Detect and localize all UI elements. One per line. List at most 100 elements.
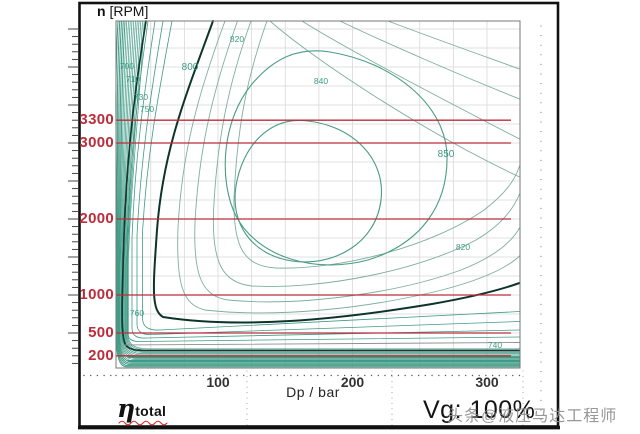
minor-tick-dot [246,408,248,410]
minor-tick-dot [246,381,248,383]
right-tick-dot [540,361,542,363]
contour-value-label: 760 [130,308,144,318]
contour-value-label: 750 [140,104,154,114]
y-axis-red-label-2000: 2000 [79,210,114,227]
right-tick-dot [540,35,542,37]
right-tick-dot [540,246,542,248]
contour-value-label: 840 [314,76,328,86]
x-axis-tick-dot [155,374,158,377]
right-tick-dot [540,284,542,286]
x-axis-tick-dot [135,374,137,377]
x-axis-tick-dot [310,374,312,377]
y-axis-symbol: n [97,3,106,19]
x-axis-tick-dot [323,374,326,377]
x-axis-tick-dot [269,374,272,377]
right-tick-dot [540,169,542,171]
efficiency-legend: ηtotal [117,394,166,423]
minor-tick-dot [391,375,393,377]
contour-value-label: 730 [134,92,148,102]
contour-line-low [118,20,520,364]
right-tick-dot [540,409,542,411]
minor-tick-dot [522,381,524,383]
eta-symbol: η [117,394,136,423]
x-axis-tick-dot [243,374,245,377]
minor-tick-dot [522,413,524,415]
x-axis-tick-dot [370,374,373,377]
right-tick-dot [540,44,542,46]
minor-tick-dot [522,370,524,372]
right-tick-dot [540,25,542,27]
minor-tick-dot [246,402,248,404]
contour-line-low [127,20,520,350]
x-axis-tick-dot [431,374,433,377]
x-axis-tick-dot [384,374,386,377]
contour-value-label: 820 [230,34,244,44]
y-axis-title: n [RPM] [97,3,148,19]
minor-tick-dot [246,386,248,388]
x-axis-tick-dot [96,374,99,377]
minor-tick-dot [391,402,393,404]
minor-tick-dot [522,392,524,394]
minor-tick-dot [391,413,393,415]
x-axis-tick-dot [229,374,232,377]
y-axis-red-label-200: 200 [88,346,114,364]
right-tick-dot [540,371,542,373]
x-axis-tick-dot [397,374,400,377]
right-tick-dot [540,92,542,94]
contour-loop-860 [234,119,383,263]
contour-value-label: 850 [438,149,455,160]
contour-line-high [177,20,520,314]
contour-value-label: 800 [182,62,199,73]
x-axis-tick-dot [485,374,487,377]
x-axis-tick-dot [209,374,211,377]
right-tick-dot [540,419,542,421]
x-axis-tick-dot [518,374,521,377]
x-axis-tick-dot [505,374,507,377]
x-axis-tick-dot [303,374,305,377]
y-axis-red-label-1000: 1000 [79,286,114,303]
minor-tick-dot [391,408,393,410]
right-tick-dot [540,294,542,296]
x-axis-tick-dot [182,374,184,377]
minor-tick-dot [246,375,248,377]
x-axis-tick-label-100: 100 [206,374,230,390]
x-axis-tick-dot [343,374,346,377]
x-axis-tick-dot [404,374,406,377]
x-axis-tick-dot [417,374,420,377]
contour-line-high [212,20,520,287]
x-axis-tick-dot [263,374,265,377]
x-axis-tick-dot [512,374,514,377]
right-tick-dot [540,236,542,238]
y-axis-red-label-3000: 3000 [79,134,114,151]
minor-tick-dot [246,397,248,399]
right-tick-dot [540,399,542,401]
x-axis-tick-dot [337,374,339,377]
x-axis-tick-dot [222,374,225,377]
x-axis-tick-dot [357,374,359,377]
right-tick-dot [540,255,542,257]
x-axis-tick-dot [249,374,252,377]
right-tick-dot [540,351,542,353]
x-axis-tick-dot [122,374,124,377]
y-axis-red-label-500: 500 [88,324,114,341]
contour-corner-arc [301,20,520,140]
x-axis-tick-dot [491,374,494,377]
right-tick-dot [540,111,542,113]
right-tick-dot [540,140,542,142]
x-axis-tick-dot [162,374,164,377]
minor-tick-dot [391,397,393,399]
x-axis-tick-dot [471,374,474,377]
x-axis-tick-dot [411,374,413,377]
x-axis-tick-dot [196,374,198,377]
eta-subscript: total [135,403,167,419]
y-axis-red-label-3300: 3300 [79,111,114,129]
x-axis-tick-dot [451,374,453,377]
minor-tick-dot [246,370,248,372]
minor-tick-dot [522,386,524,388]
x-axis-tick-dot [175,374,178,377]
x-axis-tick-dot [465,374,467,377]
contour-line-low [127,20,520,351]
x-axis-tick-dot [110,374,112,377]
minor-tick-dot [246,413,248,415]
x-axis-tick-label-200: 200 [340,374,365,390]
